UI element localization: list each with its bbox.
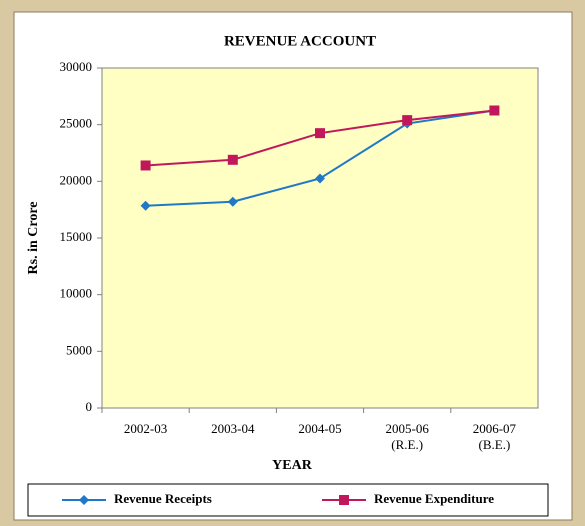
marker — [402, 115, 413, 126]
y-tick-label: 15000 — [60, 229, 93, 244]
y-tick-label: 5000 — [66, 342, 92, 357]
marker — [227, 154, 238, 165]
marker — [315, 173, 325, 184]
y-tick-label: 25000 — [60, 116, 93, 131]
x-axis-label: YEAR — [272, 458, 313, 473]
y-tick-label: 30000 — [60, 59, 93, 74]
x-tick-label: 2005-06 (R.E.) — [386, 421, 430, 452]
x-tick-label: 2003-04 — [211, 421, 255, 436]
x-tick-label: 2002-03 — [124, 421, 167, 436]
legend-label: Revenue Receipts — [114, 491, 212, 506]
x-tick-label: 2006-07 (B.E.) — [473, 421, 517, 452]
marker — [339, 495, 349, 505]
chart-title: REVENUE ACCOUNT — [224, 33, 376, 49]
marker — [140, 200, 151, 211]
marker — [79, 495, 89, 505]
marker — [227, 196, 238, 207]
y-tick-label: 20000 — [60, 172, 93, 187]
marker — [140, 160, 151, 171]
legend — [27, 483, 549, 517]
y-tick-label: 0 — [86, 399, 93, 414]
marker — [489, 105, 500, 116]
y-tick-label: 10000 — [60, 286, 93, 301]
x-tick-label: 2004-05 — [298, 421, 341, 436]
legend-label: Revenue Expenditure — [374, 491, 494, 506]
plot-area — [101, 67, 539, 409]
y-axis-label: Rs. in Crore — [26, 202, 41, 275]
marker — [315, 128, 325, 139]
